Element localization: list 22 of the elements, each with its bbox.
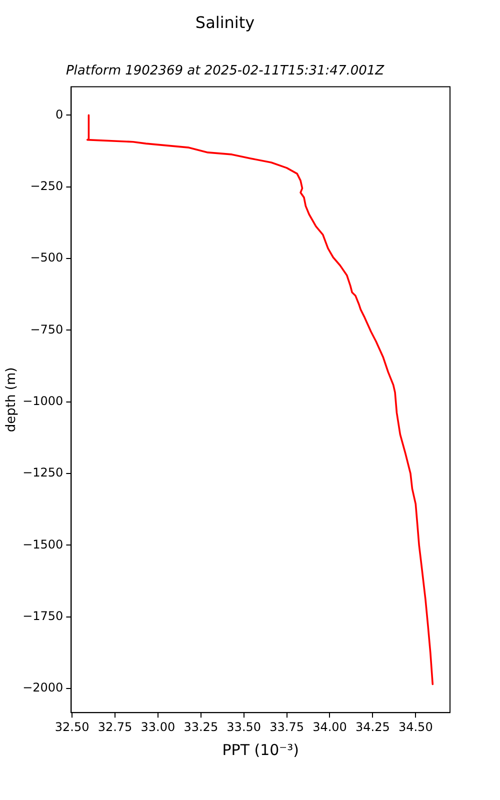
x-axis-title: PPT (10⁻³) [222,740,299,759]
x-tick-label: 34.50 [398,720,433,734]
y-tick-label: −1000 [22,394,64,408]
y-tick-label: 0 [56,107,64,122]
chart-subtitle: Platform 1902369 at 2025-02-11T15:31:47.001Z [66,63,386,78]
chart-title: Salinity [195,12,255,32]
x-tick-label: 33.50 [226,720,262,734]
x-tick-label: 34.25 [356,720,390,734]
y-axis-title: depth (m) [4,367,20,432]
y-tick-label: −1250 [22,466,64,480]
y-tick-label: −750 [30,322,64,336]
x-tick-label: 32.50 [54,720,90,734]
x-tick-label: 33.25 [184,720,218,734]
y-tick-label: −500 [30,250,64,265]
y-tick-label: −2000 [22,680,64,695]
x-tick-label: 33.75 [270,720,304,734]
x-tick-label: 34.00 [312,720,347,734]
x-tick-label: 33.00 [140,720,176,734]
x-tick-label: 32.75 [98,720,132,734]
y-tick-label: −1500 [22,537,64,552]
y-tick-label: −250 [30,178,64,193]
y-tick-label: −1750 [22,608,64,623]
